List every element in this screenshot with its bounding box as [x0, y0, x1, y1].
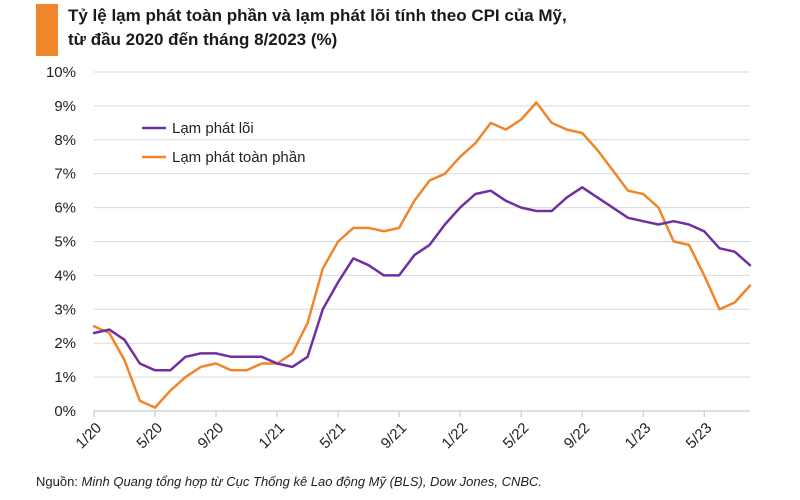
legend: Lạm phát lõi Lạm phát toàn phần	[142, 120, 305, 166]
legend-label: Lạm phát lõi	[172, 120, 254, 137]
y-tick-label: 6%	[54, 200, 76, 217]
source-text: Minh Quang tổng hợp từ Cục Thống kê Lao …	[81, 474, 543, 489]
x-tick-label: 5/22	[500, 419, 533, 452]
y-tick-label: 8%	[54, 132, 76, 149]
chart-title: Tỷ lệ lạm phát toàn phần và lạm phát lõi…	[68, 4, 788, 52]
y-tick-label: 10%	[46, 64, 76, 81]
chart-title-line-2: từ đầu 2020 đến tháng 8/2023 (%)	[68, 30, 338, 49]
y-tick-label: 5%	[54, 234, 76, 251]
x-tick-label: 1/21	[256, 419, 289, 452]
axes	[93, 410, 750, 417]
series-line	[92, 186, 752, 372]
x-tick-label: 9/20	[195, 419, 228, 452]
x-axis-tick-labels: 1/20 5/20 9/20 1/21 5/21 9/21 1/22 5/22 9/22 1/23…	[72, 419, 715, 452]
y-tick-label: 0%	[54, 403, 76, 420]
x-tick-label: 1/23	[622, 419, 655, 452]
chart-title-line-1: Tỷ lệ lạm phát toàn phần và lạm phát lõi…	[68, 6, 567, 25]
x-tick-label: 5/23	[683, 419, 716, 452]
source-note: Nguồn: Minh Quang tổng hợp từ Cục Thống …	[36, 474, 542, 489]
x-tick-label: 1/22	[439, 419, 472, 452]
series-line	[92, 101, 752, 409]
title-accent-bar	[36, 4, 58, 56]
x-tick-label: 1/20	[72, 419, 105, 452]
y-tick-label: 1%	[54, 369, 76, 386]
x-tick-label: 5/20	[134, 419, 167, 452]
x-tick-label: 9/21	[378, 419, 411, 452]
legend-label: Lạm phát toàn phần	[172, 149, 305, 166]
y-tick-label: 9%	[54, 98, 76, 115]
y-axis-tick-labels: 0% 1% 2% 3% 4% 5% 6% 7% 8% 9% 10%	[46, 64, 76, 420]
source-label: Nguồn:	[36, 474, 82, 489]
series-lines	[92, 101, 752, 409]
x-tick-label: 5/21	[317, 419, 350, 452]
y-tick-label: 4%	[54, 267, 76, 284]
y-tick-label: 3%	[54, 301, 76, 318]
y-tick-label: 2%	[54, 335, 76, 352]
y-tick-label: 7%	[54, 166, 76, 183]
x-tick-label: 9/22	[561, 419, 594, 452]
gridlines	[94, 71, 750, 378]
